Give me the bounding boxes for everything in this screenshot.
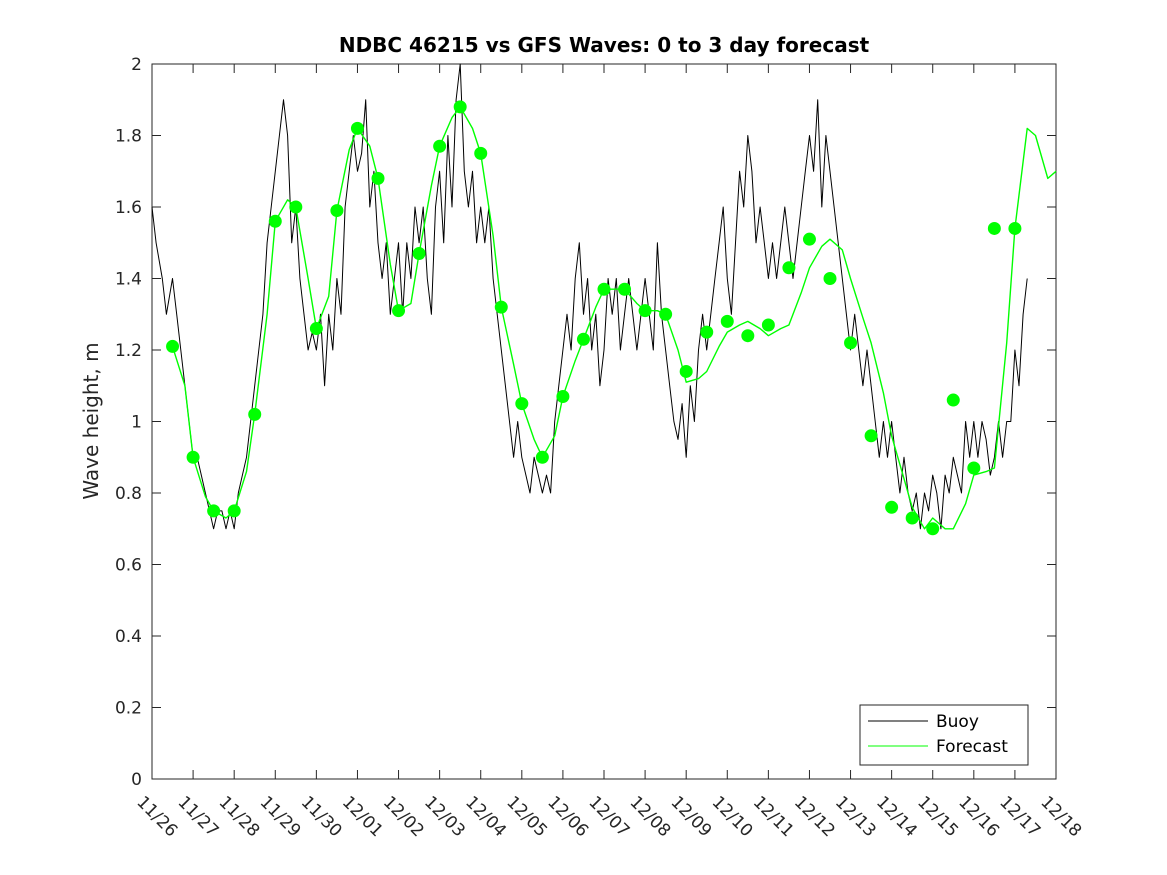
forecast-marker — [823, 272, 837, 285]
forecast-marker — [844, 336, 858, 350]
forecast-marker — [576, 332, 590, 346]
series-line-forecast — [171, 106, 1057, 530]
y-tick-label: 1.8 — [115, 127, 142, 147]
forecast-marker — [597, 282, 611, 296]
forecast-marker — [412, 246, 426, 260]
forecast-marker — [494, 300, 508, 314]
legend-box — [859, 704, 1029, 766]
series-line-buoy — [151, 63, 1028, 530]
forecast-marker — [700, 325, 714, 339]
forecast-marker — [802, 232, 816, 246]
forecast-marker — [761, 318, 775, 332]
forecast-marker — [453, 100, 467, 114]
forecast-marker — [1008, 221, 1022, 235]
forecast-marker — [864, 429, 878, 443]
legend-forecast-label: Forecast — [936, 737, 1008, 757]
forecast-marker — [618, 282, 632, 296]
forecast-marker — [186, 450, 200, 464]
forecast-marker — [350, 121, 364, 135]
legend: Buoy Forecast — [859, 704, 1029, 766]
y-tick-label: 0.4 — [115, 627, 142, 647]
forecast-marker — [659, 307, 673, 321]
y-tick-label: 2 — [131, 55, 142, 75]
y-tick-label: 1.6 — [115, 198, 142, 218]
y-tick-label: 0.2 — [115, 699, 142, 719]
forecast-marker — [885, 500, 899, 514]
forecast-marker — [556, 389, 570, 403]
forecast-marker — [967, 461, 981, 475]
chart-title: NDBC 46215 vs GFS Waves: 0 to 3 day fore… — [339, 33, 870, 57]
y-axis-label: Wave height, m — [79, 342, 103, 499]
y-tick-label: 1.4 — [115, 270, 142, 290]
forecast-marker — [392, 304, 406, 318]
forecast-markers — [166, 100, 1022, 536]
y-tick-label: 1 — [131, 413, 142, 433]
forecast-marker — [515, 397, 529, 411]
y-tick-label: 0.6 — [115, 556, 142, 576]
forecast-marker — [946, 393, 960, 407]
forecast-marker — [535, 450, 549, 464]
forecast-marker — [926, 522, 940, 536]
forecast-marker — [289, 200, 303, 214]
forecast-marker — [638, 304, 652, 318]
y-tick-label: 0.8 — [115, 484, 142, 504]
forecast-marker — [474, 146, 488, 160]
forecast-marker — [905, 511, 919, 525]
y-tick-label: 0 — [131, 770, 142, 790]
forecast-marker — [371, 171, 385, 185]
legend-buoy-label: Buoy — [936, 712, 979, 732]
forecast-marker — [248, 407, 262, 421]
forecast-marker — [207, 504, 221, 518]
forecast-marker — [330, 204, 344, 218]
y-tick-label: 1.2 — [115, 341, 142, 361]
forecast-marker — [987, 221, 1001, 235]
forecast-marker — [268, 214, 282, 228]
forecast-marker — [720, 314, 734, 328]
forecast-marker — [782, 261, 796, 275]
forecast-marker — [166, 339, 180, 353]
forecast-marker — [741, 329, 755, 343]
forecast-marker — [309, 322, 323, 336]
series-layer — [151, 63, 1057, 530]
y-axis: 0 0.2 0.4 0.6 0.8 1 1.2 1.4 1.6 1.8 2 — [115, 55, 1056, 790]
forecast-marker — [433, 139, 447, 153]
forecast-marker — [227, 504, 241, 518]
forecast-marker — [679, 364, 693, 378]
plot-area — [151, 63, 1057, 780]
